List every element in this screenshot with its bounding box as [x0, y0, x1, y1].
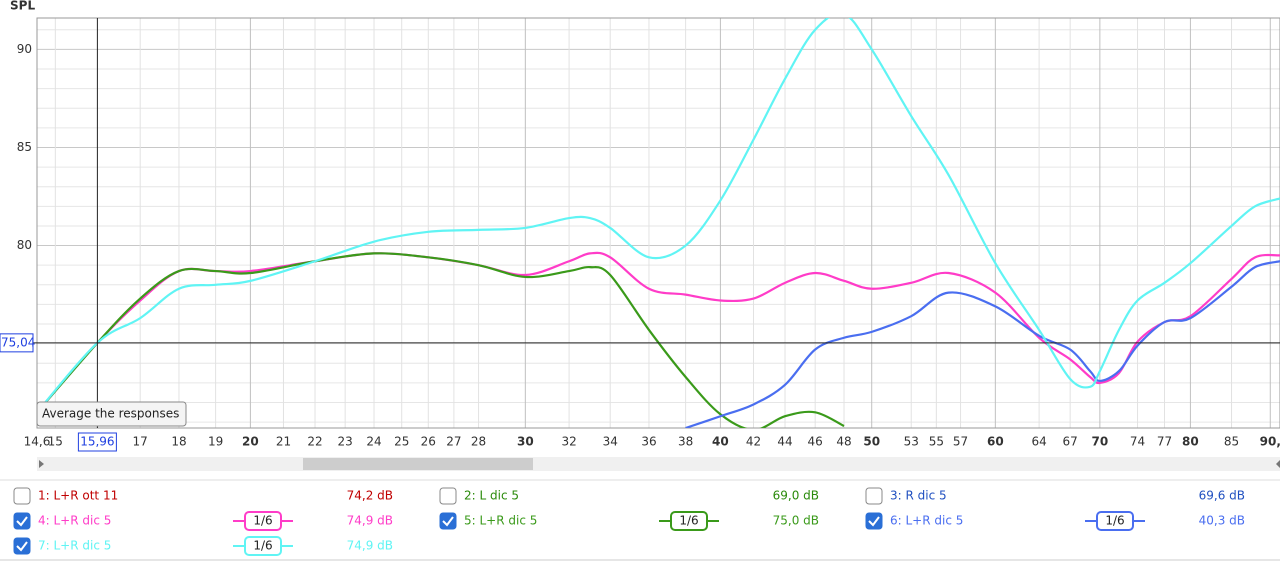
x-tick-label: 21	[276, 435, 291, 449]
checkbox[interactable]	[13, 487, 31, 505]
trace-name: 7: L+R dic 5	[38, 539, 111, 553]
checkbox[interactable]	[439, 487, 457, 505]
x-tick-label: 90,	[1260, 435, 1280, 449]
x-tick-label: 64	[1031, 435, 1046, 449]
checkmark[interactable]	[868, 516, 880, 527]
x-tick-label: 57	[953, 435, 968, 449]
x-tick-label: 44	[777, 435, 792, 449]
checkbox[interactable]	[865, 512, 883, 530]
smoothing-box[interactable]	[1096, 511, 1134, 531]
x-tick-label: 32	[561, 435, 576, 449]
scroll-right[interactable]	[1276, 460, 1280, 468]
x-axis: 80 85 90 14,615 17 18 19 20 21 22 23 24 25 26 27 28 30 32…	[17, 42, 1280, 449]
scroll-track[interactable]	[37, 457, 1280, 471]
x-tick-label: 42	[746, 435, 761, 449]
trace-level: 75,0 dB	[773, 514, 819, 528]
trace-name: 3: R dic 5	[890, 489, 947, 503]
x-tick-label: 55	[929, 435, 944, 449]
trace-level: 74,2 dB	[347, 489, 393, 503]
checkbox[interactable]	[865, 487, 883, 505]
y-tick-label: 80	[17, 238, 32, 252]
traces	[37, 18, 1280, 428]
x-tick-label: 22	[307, 435, 322, 449]
x-tick-label: 25	[394, 435, 409, 449]
scrollbar[interactable]	[37, 457, 1280, 471]
y-tick-label: 85	[17, 140, 32, 154]
checkmark[interactable]	[16, 541, 28, 552]
grid	[36, 18, 1280, 428]
trace-name: 6: L+R dic 5	[890, 514, 963, 528]
x-tick-label: 70	[1092, 435, 1109, 449]
smoothing-label: 1/6	[253, 514, 272, 528]
tooltip: Average the responses	[36, 401, 187, 427]
x-tick-label: 19	[208, 435, 223, 449]
trace-level: 74,9 dB	[347, 539, 393, 553]
legend: 1: L+R ott 11 74,2 dB 2: L dic 5 69,0 dB 3: …	[13, 487, 1245, 556]
x-tick-label: 20	[242, 435, 259, 449]
tooltip-text: Average the responses	[42, 407, 179, 421]
smoothing-box[interactable]	[244, 511, 282, 531]
x-tick-label: 36	[641, 435, 656, 449]
cursor-x-label: 15,96	[80, 435, 114, 449]
x-tick-label: 28	[471, 435, 486, 449]
trace-level: 40,3 dB	[1199, 514, 1245, 528]
x-tick-label: 77	[1157, 435, 1172, 449]
scroll-left[interactable]	[39, 460, 44, 468]
smoothing-box[interactable]	[670, 511, 708, 531]
trace-line	[37, 18, 1280, 414]
x-tick-label: 60	[987, 435, 1004, 449]
trace-name: 4: L+R dic 5	[38, 514, 111, 528]
x-tick-label: 50	[863, 435, 880, 449]
checkmark[interactable]	[442, 516, 454, 527]
x-tick-label: 85	[1224, 435, 1239, 449]
smoothing-box[interactable]	[244, 536, 282, 556]
smoothing-label: 1/6	[679, 514, 698, 528]
trace-level: 74,9 dB	[347, 514, 393, 528]
scroll-thumb[interactable]	[303, 458, 533, 470]
x-tick-label: 18	[171, 435, 186, 449]
x-tick-label: 34	[603, 435, 618, 449]
x-tick-label: 26	[421, 435, 436, 449]
x-tick-label: 17	[133, 435, 148, 449]
x-tick-label: 24	[366, 435, 381, 449]
trace-name: 5: L+R dic 5	[464, 514, 537, 528]
checkbox[interactable]	[439, 512, 457, 530]
cursor-y-label: 75,04	[1, 335, 35, 349]
x-tick-label: 40	[712, 435, 729, 449]
plot-frame	[36, 17, 1280, 429]
checkmark[interactable]	[16, 516, 28, 527]
cursor-x-box	[77, 432, 117, 452]
x-tick-label: 38	[678, 435, 693, 449]
trace-level: 69,6 dB	[1199, 489, 1245, 503]
x-tick-label: 15	[48, 435, 63, 449]
trace-line	[37, 252, 845, 428]
trace-name: 2: L dic 5	[464, 489, 519, 503]
x-tick-label: 23	[338, 435, 353, 449]
smoothing-label: 1/6	[253, 539, 272, 553]
trace-level: 69,0 dB	[773, 489, 819, 503]
trace-name: 1: L+R ott 11	[38, 489, 118, 503]
checkbox[interactable]	[13, 537, 31, 555]
y-tick-label: 90	[17, 42, 32, 56]
x-tick-label: 80	[1182, 435, 1199, 449]
x-tick-label: 74	[1130, 435, 1145, 449]
smoothing-label: 1/6	[1105, 514, 1124, 528]
x-tick-label: 53	[904, 435, 919, 449]
checkbox[interactable]	[13, 512, 31, 530]
trace-line	[685, 260, 1280, 428]
cursor: 75,04 15,96	[0, 18, 1280, 452]
cursor-y-box	[0, 333, 34, 353]
x-tick-label: 48	[836, 435, 851, 449]
y-axis-label: SPL	[10, 0, 35, 13]
x-tick-label: 14,6	[24, 435, 51, 449]
x-tick-label: 67	[1063, 435, 1078, 449]
x-tick-label: 46	[808, 435, 823, 449]
x-tick-label: 27	[446, 435, 461, 449]
x-tick-label: 30	[517, 435, 534, 449]
